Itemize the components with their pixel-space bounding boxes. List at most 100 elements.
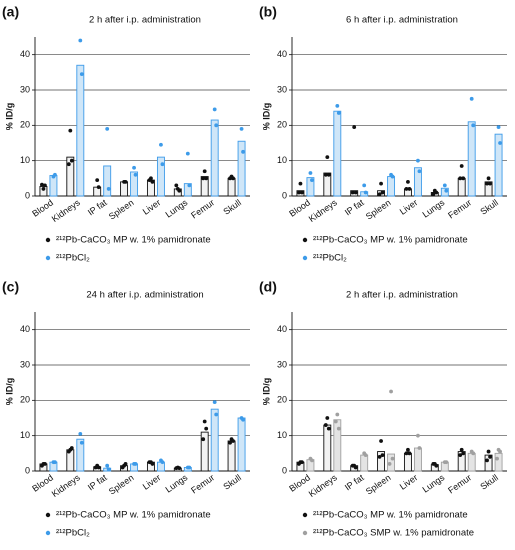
data-point bbox=[496, 125, 501, 129]
x-tick-label: IP fat bbox=[86, 197, 109, 217]
data-point bbox=[325, 155, 330, 160]
y-tick-label: 20 bbox=[277, 395, 287, 405]
y-tick-label: 0 bbox=[25, 465, 30, 475]
data-point bbox=[231, 176, 235, 181]
data-point bbox=[78, 38, 83, 43]
y-tick-label: 20 bbox=[277, 120, 287, 130]
legend-label: ²¹²Pb-CaCO₃ SMP w. 1% pamidronate bbox=[313, 528, 474, 539]
data-point bbox=[150, 179, 155, 184]
y-tick-label: 40 bbox=[277, 49, 287, 59]
panel-label: (d) bbox=[259, 279, 277, 295]
bar bbox=[484, 454, 493, 472]
x-tick-label: Skull bbox=[478, 472, 500, 491]
data-point bbox=[96, 185, 101, 190]
data-point bbox=[323, 172, 328, 177]
y-tick-label: 40 bbox=[277, 324, 287, 334]
x-tick-label: Skull bbox=[221, 197, 243, 216]
data-point bbox=[459, 447, 464, 452]
y-tick-label: 40 bbox=[20, 324, 30, 334]
x-tick-label: Skull bbox=[221, 472, 243, 491]
data-point bbox=[214, 412, 219, 417]
x-tick-label: Kidneys bbox=[307, 472, 339, 499]
bar bbox=[467, 121, 476, 197]
data-point bbox=[228, 176, 232, 181]
y-axis-label: % ID/g bbox=[261, 378, 271, 406]
data-point bbox=[469, 96, 474, 101]
bar bbox=[333, 419, 342, 472]
legend-label: ²¹²PbCl₂ bbox=[313, 253, 347, 264]
legend-label: ²¹²PbCl₂ bbox=[56, 253, 90, 264]
data-point bbox=[96, 465, 101, 470]
data-point bbox=[241, 149, 245, 154]
data-point bbox=[53, 172, 57, 177]
data-point bbox=[485, 458, 489, 463]
data-point bbox=[458, 176, 463, 181]
panel-label: (a) bbox=[2, 4, 19, 20]
data-point bbox=[417, 446, 422, 450]
legend-label: ²¹²Pb-CaCO₃ MP w. 1% pamidronate bbox=[313, 510, 468, 521]
data-point bbox=[298, 181, 303, 186]
data-point bbox=[214, 123, 219, 128]
data-point bbox=[310, 178, 314, 183]
x-tick-label: Femur bbox=[189, 472, 216, 495]
bar bbox=[227, 177, 236, 197]
data-point bbox=[79, 72, 84, 76]
data-point bbox=[353, 465, 358, 470]
data-point bbox=[66, 162, 71, 167]
data-point bbox=[387, 462, 392, 466]
bar bbox=[333, 110, 342, 197]
data-point bbox=[336, 111, 341, 115]
data-point bbox=[40, 182, 44, 187]
x-tick-label: Lungs bbox=[163, 197, 189, 220]
data-point bbox=[174, 183, 179, 188]
y-tick-label: 20 bbox=[20, 395, 30, 405]
data-point bbox=[133, 462, 138, 466]
data-point bbox=[353, 190, 358, 195]
legend-marker bbox=[45, 512, 51, 518]
data-point bbox=[471, 123, 476, 128]
panel-label: (c) bbox=[2, 279, 19, 295]
legend-label: ²¹²Pb-CaCO₃ MP w. 1% pamidronate bbox=[56, 235, 211, 246]
data-point bbox=[404, 451, 409, 456]
data-point bbox=[105, 126, 110, 131]
bar bbox=[440, 187, 449, 197]
bar bbox=[210, 408, 219, 472]
x-tick-label: Skull bbox=[478, 197, 500, 216]
data-point bbox=[95, 178, 100, 183]
data-point bbox=[461, 451, 466, 456]
legend-marker bbox=[302, 237, 308, 243]
chart-title: 2 h after i.p. administration bbox=[89, 15, 201, 26]
data-point bbox=[204, 426, 209, 431]
data-point bbox=[133, 172, 138, 177]
data-point bbox=[325, 416, 330, 420]
x-tick-label: Spleen bbox=[107, 472, 136, 496]
data-point bbox=[335, 412, 340, 417]
data-point bbox=[120, 465, 125, 470]
y-tick-label: 0 bbox=[282, 465, 287, 475]
data-point bbox=[377, 454, 382, 459]
data-point bbox=[132, 165, 136, 170]
data-point bbox=[66, 449, 71, 454]
y-tick-label: 40 bbox=[20, 49, 30, 59]
data-point bbox=[380, 453, 385, 457]
data-point bbox=[123, 179, 128, 184]
data-point bbox=[79, 440, 84, 445]
x-tick-label: Kidneys bbox=[50, 472, 82, 499]
bar bbox=[413, 447, 422, 472]
data-point bbox=[416, 433, 420, 438]
data-point bbox=[434, 463, 439, 468]
y-axis-label: % ID/g bbox=[4, 378, 14, 406]
bar bbox=[413, 167, 422, 197]
y-tick-label: 0 bbox=[25, 190, 30, 200]
data-point bbox=[352, 125, 357, 129]
data-point bbox=[442, 183, 447, 188]
data-point bbox=[187, 465, 192, 470]
data-point bbox=[380, 190, 385, 195]
bar bbox=[120, 181, 129, 197]
data-point bbox=[105, 463, 110, 468]
data-point bbox=[201, 176, 206, 181]
bar bbox=[49, 175, 58, 197]
data-point bbox=[404, 187, 409, 191]
x-tick-label: IP fat bbox=[86, 472, 109, 492]
